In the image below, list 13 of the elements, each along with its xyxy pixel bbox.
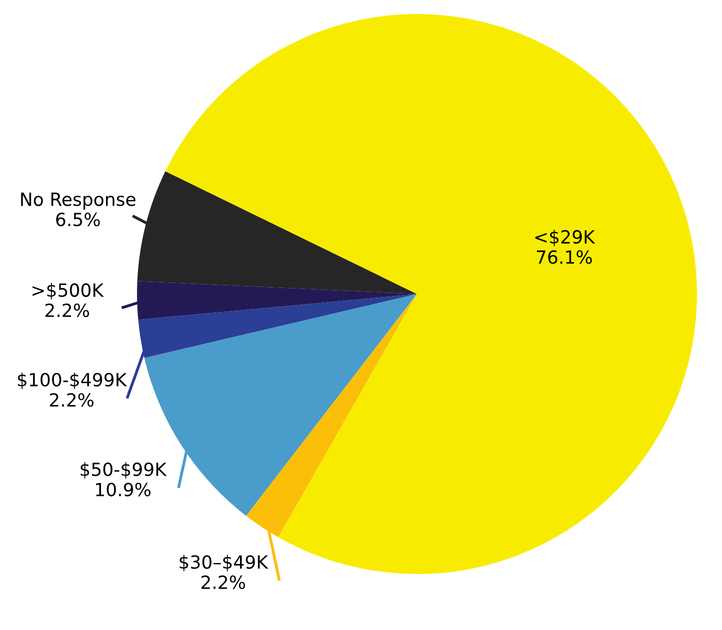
pie-slice <box>165 14 697 574</box>
data-label: 6.5% <box>56 212 100 226</box>
slice-label: $100-$499K <box>18 372 128 389</box>
data-label: 76.1% <box>536 250 592 264</box>
slice-label: <$29K <box>535 230 596 246</box>
data-label: 2.2% <box>201 575 246 590</box>
data-label: 2.2% <box>50 393 94 407</box>
data-label: 2.2% <box>45 304 90 318</box>
slice-label: $50-$99K <box>80 462 167 479</box>
data-label: 10.9% <box>96 482 150 496</box>
slice-label: >$500K <box>32 282 104 300</box>
slice-label: $30–$49K <box>180 554 268 572</box>
slice-label: No Response <box>21 192 136 210</box>
